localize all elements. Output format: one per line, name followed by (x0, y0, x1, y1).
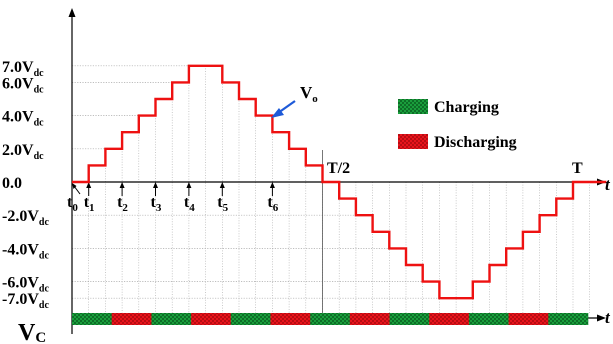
y-axis-label-sub: dc (34, 151, 45, 162)
main-time-axis-label: t (605, 175, 611, 194)
legend-charging-swatch (398, 99, 428, 114)
y-axis-label-main: 2.0V (2, 142, 34, 159)
y-axis-label-sub: dc (34, 84, 45, 95)
time-mark-label-sub: 4 (189, 202, 195, 214)
y-axis-label: -4.0Vdc (2, 241, 49, 261)
y-axis-label-sub: dc (39, 217, 50, 228)
discharging-bar (270, 313, 311, 325)
y-axis-label: 0.0 (2, 175, 22, 192)
time-mark-label-main: t (84, 194, 90, 211)
y-axis-label: -2.0Vdc (2, 208, 49, 228)
y-axis-label: -6.0Vdc (2, 275, 49, 295)
charging-bar (548, 313, 589, 325)
discharging-bar (111, 313, 152, 325)
y-axis-label: -7.0Vdc (2, 291, 49, 311)
vo-label-sub: o (312, 93, 318, 105)
charging-bar (389, 313, 430, 325)
time-mark-label: t1 (84, 194, 95, 214)
time-mark-arrow-head (153, 182, 158, 188)
y-axis-label: 7.0Vdc (2, 59, 44, 79)
vo-arrow-head (271, 108, 284, 118)
charging-bar (72, 313, 112, 325)
y-axis-label-main: 6.0V (2, 75, 34, 92)
vc-label: VC (18, 320, 46, 344)
bar-time-axis-arrow (597, 314, 606, 322)
time-mark-label-sub: 0 (72, 202, 78, 214)
y-axis-label-sub: dc (39, 284, 50, 295)
capacitor-state-bars (72, 313, 589, 325)
time-mark-arrow-head (219, 182, 225, 188)
y-axis-label-sub: dc (34, 118, 45, 129)
time-mark-label-main: t (117, 194, 123, 211)
y-axis-arrow (68, 8, 76, 17)
charging-bar (468, 313, 509, 325)
time-mark-label-main: t (67, 194, 73, 211)
y-axis-labels: 7.0Vdc6.0Vdc4.0Vdc2.0Vdc0.0-2.0Vdc-4.0Vd… (2, 59, 49, 311)
charging-bar (230, 313, 271, 325)
half-period-label: T/2 (327, 160, 350, 177)
discharging-bar (429, 313, 470, 325)
time-mark-label-main: t (184, 194, 190, 211)
y-axis-label-sub: dc (39, 300, 50, 311)
discharging-bar (349, 313, 390, 325)
vo-annotation: Vo (271, 83, 318, 118)
time-mark-label: t2 (117, 194, 128, 214)
time-mark-label: t5 (217, 194, 228, 214)
y-axis-label-main: -6.0V (2, 275, 39, 292)
time-mark-label-sub: 2 (122, 202, 128, 214)
y-axis-label-main: 4.0V (2, 109, 34, 126)
period-label: T (572, 160, 583, 177)
grid-lines (72, 65, 591, 313)
legend: Charging Discharging (398, 99, 517, 151)
time-mark-label-sub: 5 (223, 202, 229, 214)
y-axis-label-main: 7.0V (2, 59, 34, 76)
legend-discharging-label: Discharging (434, 134, 517, 151)
time-mark-label-sub: 1 (89, 202, 95, 214)
time-mark-arrow-head (186, 182, 192, 188)
y-axis-label-main: -7.0V (2, 291, 39, 308)
legend-discharging-swatch (398, 134, 428, 149)
output-voltage-waveform (72, 64, 607, 300)
vc-label-main: V (18, 320, 36, 344)
legend-charging-label: Charging (434, 99, 499, 116)
bar-time-axis-label: t (605, 308, 611, 327)
discharging-bar (508, 313, 549, 325)
time-mark-label: t0 (67, 194, 78, 214)
charging-bar (151, 313, 192, 325)
y-axis-label-main: -4.0V (2, 241, 39, 258)
time-mark-label-sub: 6 (273, 202, 279, 214)
time-mark-label: t3 (151, 194, 162, 214)
y-axis-label-main: -2.0V (2, 208, 39, 225)
time-mark-arrow-head (269, 182, 275, 188)
time-mark-label-sub: 3 (156, 202, 162, 214)
y-axis-label: 6.0Vdc (2, 75, 44, 95)
vo-label-main: V (300, 83, 313, 102)
time-mark-label-main: t (267, 194, 273, 211)
y-axis-label: 4.0Vdc (2, 109, 44, 129)
y-axis-label-sub: dc (39, 250, 50, 261)
y-axis-label-sub: dc (34, 68, 45, 79)
time-mark-label-main: t (151, 194, 157, 211)
vc-label-sub: C (35, 330, 46, 344)
time-mark-arrow-head (119, 182, 125, 188)
time-mark-arrows (72, 182, 275, 196)
discharging-bar (191, 313, 232, 325)
time-mark-label: t6 (267, 194, 278, 214)
vo-label: Vo (300, 83, 318, 105)
time-labels: t0 t1 t2 t3 t4 t5 t6 (67, 194, 279, 214)
time-mark-label: t4 (184, 194, 195, 214)
charging-bar (310, 313, 351, 325)
y-axis-label-main: 0.0 (2, 175, 22, 192)
time-mark-arrow-head (72, 183, 77, 189)
time-mark-arrow-head (86, 182, 92, 188)
y-axis-label: 2.0Vdc (2, 142, 44, 162)
time-mark-label-main: t (217, 194, 223, 211)
